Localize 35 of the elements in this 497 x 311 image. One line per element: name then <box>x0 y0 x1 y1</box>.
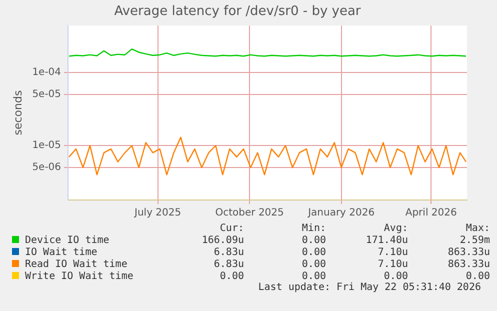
text: 7.10u <box>376 246 408 258</box>
text: 0.00 <box>218 270 244 282</box>
text: 7.10u <box>376 258 408 270</box>
y-tick-label: 5e-06 <box>32 162 62 174</box>
legend-label: Read IO Wait time <box>24 258 128 270</box>
legend-label: IO Wait time <box>24 246 98 258</box>
text: 2.59m <box>458 234 490 246</box>
y-axis-title: seconds <box>11 90 24 136</box>
text: Last update: Fri May 22 05:31:40 2026 <box>258 282 481 293</box>
text: 0.00 <box>382 270 408 282</box>
x-tick-label: October 2025 <box>215 208 284 219</box>
text: 6.83u <box>212 258 244 270</box>
text: Min: <box>300 222 326 234</box>
y-tick-label: 1e-05 <box>32 140 62 152</box>
text: Avg: <box>382 222 408 234</box>
text: 6.83u <box>212 246 244 258</box>
x-tick-label: January 2026 <box>307 208 375 219</box>
text: Max: <box>464 222 490 234</box>
text: 0.00 <box>300 234 326 246</box>
legend-label: Write IO Wait time <box>24 270 134 282</box>
x-tick-label: April 2026 <box>405 208 457 219</box>
text: 0.00 <box>300 270 326 282</box>
text: 863.33u <box>446 258 490 270</box>
x-tick-label: July 2025 <box>134 208 182 219</box>
chart-title: Average latency for /dev/sr0 - by year <box>114 4 362 20</box>
y-tick-label: 1e-04 <box>32 67 62 78</box>
text: 166.09u <box>200 234 244 246</box>
text: 171.40u <box>364 234 408 246</box>
text: 0.00 <box>300 246 326 258</box>
legend-label: Device IO time <box>24 234 110 246</box>
text: Cur: <box>218 222 244 234</box>
text: 863.33u <box>446 246 490 258</box>
text: 0.00 <box>300 258 326 270</box>
y-tick-label: 5e-05 <box>32 89 62 100</box>
text: 0.00 <box>464 270 490 282</box>
